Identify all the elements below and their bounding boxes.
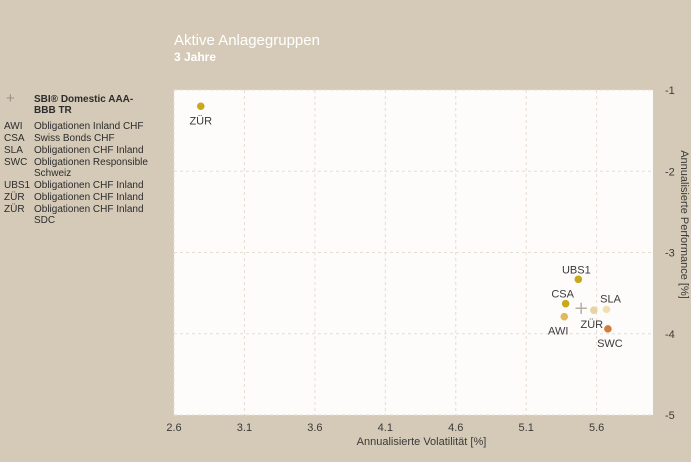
- point-label: ZÜR: [581, 319, 604, 331]
- legend-item-swc: SWC Obligationen Responsible Schweiz: [0, 157, 172, 179]
- legend-code: SWC: [4, 157, 28, 168]
- legend-code: ZÜR: [4, 192, 25, 203]
- x-tick-label: 5.6: [589, 422, 604, 434]
- x-tick-label: 4.6: [448, 422, 463, 434]
- data-point: [196, 102, 205, 111]
- legend-code: SLA: [4, 145, 23, 156]
- legend-code: +: [6, 90, 15, 107]
- chart-subtitle: 3 Jahre: [174, 50, 217, 64]
- chart-title: Aktive Anlagegruppen: [174, 32, 320, 49]
- x-tick-label: 4.1: [378, 422, 393, 434]
- data-point: [574, 275, 583, 284]
- legend-code: AWI: [4, 121, 23, 132]
- point-label: CSA: [551, 289, 574, 301]
- legend-item-awi: AWI Obligationen Inland CHF: [0, 121, 172, 132]
- y-axis-label: Annualisierte Performance [%]: [678, 150, 690, 299]
- title-block: Aktive Anlagegruppen 3 Jahre: [174, 32, 320, 64]
- x-tick-label: 5.1: [519, 422, 534, 434]
- x-axis-label: Annualisierte Volatilität [%]: [357, 436, 487, 448]
- legend-name: Obligationen CHF Inland SDC: [34, 204, 144, 226]
- y-tick-label: -1: [665, 85, 675, 97]
- legend-item-zur-sdc: ZÜR Obligationen CHF Inland SDC: [0, 204, 172, 226]
- legend: + SBI® Domestic AAA-BBB TR AWI Obligatio…: [0, 90, 172, 227]
- legend-code: CSA: [4, 133, 25, 144]
- data-point: [561, 299, 570, 308]
- legend-name: Obligationen Inland CHF: [34, 121, 144, 132]
- y-tick-label: -5: [665, 410, 675, 422]
- x-tick-label: 3.6: [307, 422, 322, 434]
- legend-code: ZÜR: [4, 204, 25, 215]
- legend-item-csa: CSA Swiss Bonds CHF: [0, 133, 172, 144]
- data-point: [560, 312, 569, 321]
- legend-name: Obligationen Responsible Schweiz: [34, 157, 148, 179]
- legend-item-sla: SLA Obligationen CHF Inland: [0, 145, 172, 156]
- legend-name: SBI® Domestic AAA-BBB TR: [34, 94, 134, 116]
- data-point: [602, 305, 611, 314]
- point-label: ZÜR: [189, 115, 212, 127]
- point-label: SWC: [597, 338, 623, 350]
- point-label: UBS1: [562, 264, 591, 276]
- y-tick-label: -2: [665, 166, 675, 178]
- x-tick-label: 2.6: [166, 422, 181, 434]
- point-label: SLA: [600, 293, 621, 305]
- legend-item-zur: ZÜR Obligationen CHF Inland: [0, 192, 172, 203]
- point-label: AWI: [548, 326, 568, 338]
- legend-item-ubs1: UBS1 Obligationen CHF Inland: [0, 180, 172, 191]
- data-point: [590, 306, 598, 314]
- legend-name: Obligationen CHF Inland: [34, 180, 144, 191]
- legend-code: UBS1: [4, 180, 31, 191]
- data-point: [604, 325, 612, 333]
- benchmark-marker: +: [574, 298, 589, 319]
- y-tick-label: -3: [665, 248, 675, 260]
- legend-name: Obligationen CHF Inland: [34, 192, 144, 203]
- plot-area: [174, 90, 653, 415]
- y-tick-label: -4: [665, 329, 675, 341]
- legend-item-benchmark: + SBI® Domestic AAA-BBB TR: [0, 90, 172, 116]
- x-tick-label: 3.1: [237, 422, 252, 434]
- legend-name: Obligationen CHF Inland: [34, 145, 144, 156]
- legend-name: Swiss Bonds CHF: [34, 133, 115, 144]
